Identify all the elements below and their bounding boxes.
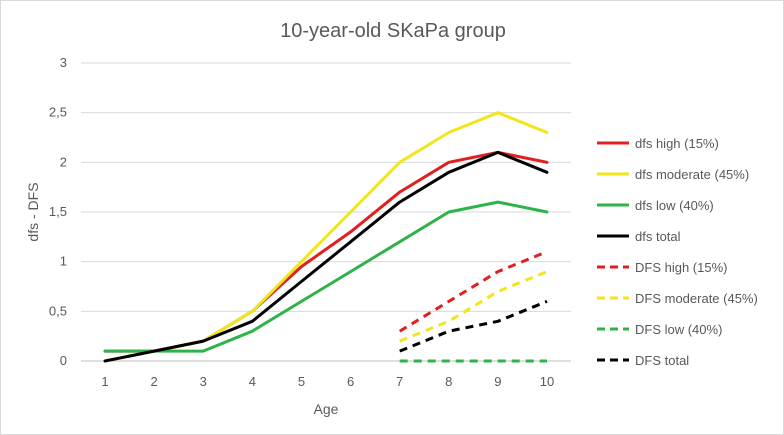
y-tick-label: 1,5 <box>49 204 67 219</box>
x-tick-label: 7 <box>396 374 403 389</box>
series-lines <box>103 111 549 363</box>
x-axis-label: Age <box>314 401 339 417</box>
legend-label: dfs low (40%) <box>635 198 714 213</box>
gridlines <box>81 62 571 362</box>
y-tick-label: 3 <box>60 55 67 70</box>
y-tick-label: 0 <box>60 353 67 368</box>
legend-label: dfs moderate (45%) <box>635 167 749 182</box>
x-tick-label: 6 <box>347 374 354 389</box>
x-tick-label: 8 <box>445 374 452 389</box>
y-tick-label: 0,5 <box>49 303 67 318</box>
x-tick-label: 3 <box>200 374 207 389</box>
series-line-8 <box>399 300 548 353</box>
series-line-6 <box>399 270 548 343</box>
x-axis-ticks: 1 2 3 4 5 6 7 8 9 10 <box>101 374 554 389</box>
x-tick-label: 4 <box>249 374 256 389</box>
legend-label: DFS moderate (45%) <box>635 291 758 306</box>
legend-label: dfs total <box>635 229 681 244</box>
y-tick-label: 2 <box>60 154 67 169</box>
x-tick-label: 5 <box>298 374 305 389</box>
y-tick-label: 2,5 <box>49 105 67 120</box>
legend-label: DFS low (40%) <box>635 322 722 337</box>
x-tick-label: 10 <box>540 374 554 389</box>
series-line-1 <box>103 150 549 353</box>
legend-label: DFS total <box>635 353 689 368</box>
x-tick-label: 2 <box>150 374 157 389</box>
series-line-3 <box>103 200 549 353</box>
x-tick-label: 1 <box>101 374 108 389</box>
legend: dfs high (15%) dfs moderate (45%) dfs low … <box>597 136 758 368</box>
x-tick-label: 9 <box>494 374 501 389</box>
legend-label: DFS high (15%) <box>635 260 727 275</box>
legend-label: dfs high (15%) <box>635 136 719 151</box>
chart-title: 10-year-old SKaPa group <box>280 20 506 42</box>
series-line-4 <box>103 150 549 363</box>
series-line-5 <box>398 250 548 333</box>
y-axis-ticks: 0 0,5 1 1,5 2 2,5 3 <box>49 55 67 368</box>
y-axis-label: dfs - DFS <box>25 182 41 241</box>
y-tick-label: 1 <box>60 254 67 269</box>
